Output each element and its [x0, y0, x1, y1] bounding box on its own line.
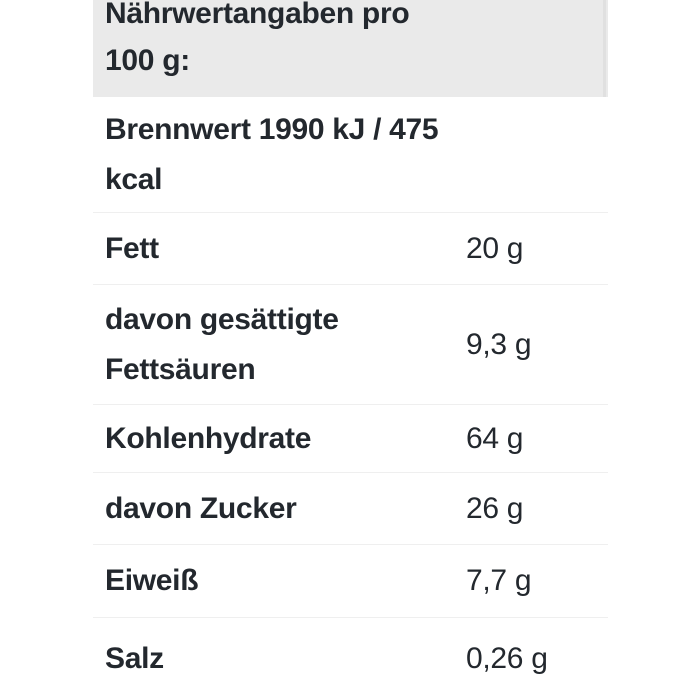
- nutrient-value: 9,3 g: [466, 327, 532, 361]
- nutrient-value: 64 g: [466, 421, 524, 455]
- table-row: Fett 20 g: [93, 213, 608, 285]
- nutrient-label: davon gesättigte Fettsäuren: [105, 302, 339, 386]
- nutrient-value: 26 g: [466, 491, 524, 525]
- table-row: davon Zucker 26 g: [93, 473, 608, 545]
- header-right-edge-line: [603, 0, 606, 97]
- table-header-title: Nährwertangaben pro 100 g:: [105, 0, 410, 77]
- nutrient-label: Kohlenhydrate: [105, 421, 312, 455]
- nutrient-label: Eiweiß: [105, 564, 199, 597]
- table-row: Salz 0,26 g: [93, 618, 608, 700]
- nutrient-value: 7,7 g: [466, 564, 532, 597]
- nutrient-value: 0,26 g: [466, 642, 548, 675]
- table-row: davon gesättigte Fettsäuren 9,3 g: [93, 285, 608, 405]
- table-row: Eiweiß 7,7 g: [93, 545, 608, 618]
- nutrient-label: davon Zucker: [105, 491, 297, 525]
- nutrient-label: Salz: [105, 642, 164, 675]
- table-header: Nährwertangaben pro 100 g:: [93, 0, 608, 97]
- nutrition-table: Nährwertangaben pro 100 g: Brennwert 199…: [93, 0, 608, 700]
- table-body: Brennwert 1990 kJ / 475 kcal Fett 20 g d…: [93, 97, 608, 700]
- nutrient-label: Brennwert 1990 kJ / 475 kcal: [105, 112, 439, 196]
- table-row: Kohlenhydrate 64 g: [93, 405, 608, 473]
- nutrient-label: Fett: [105, 231, 159, 265]
- nutrient-value: 20 g: [466, 231, 524, 265]
- table-row: Brennwert 1990 kJ / 475 kcal: [93, 97, 608, 213]
